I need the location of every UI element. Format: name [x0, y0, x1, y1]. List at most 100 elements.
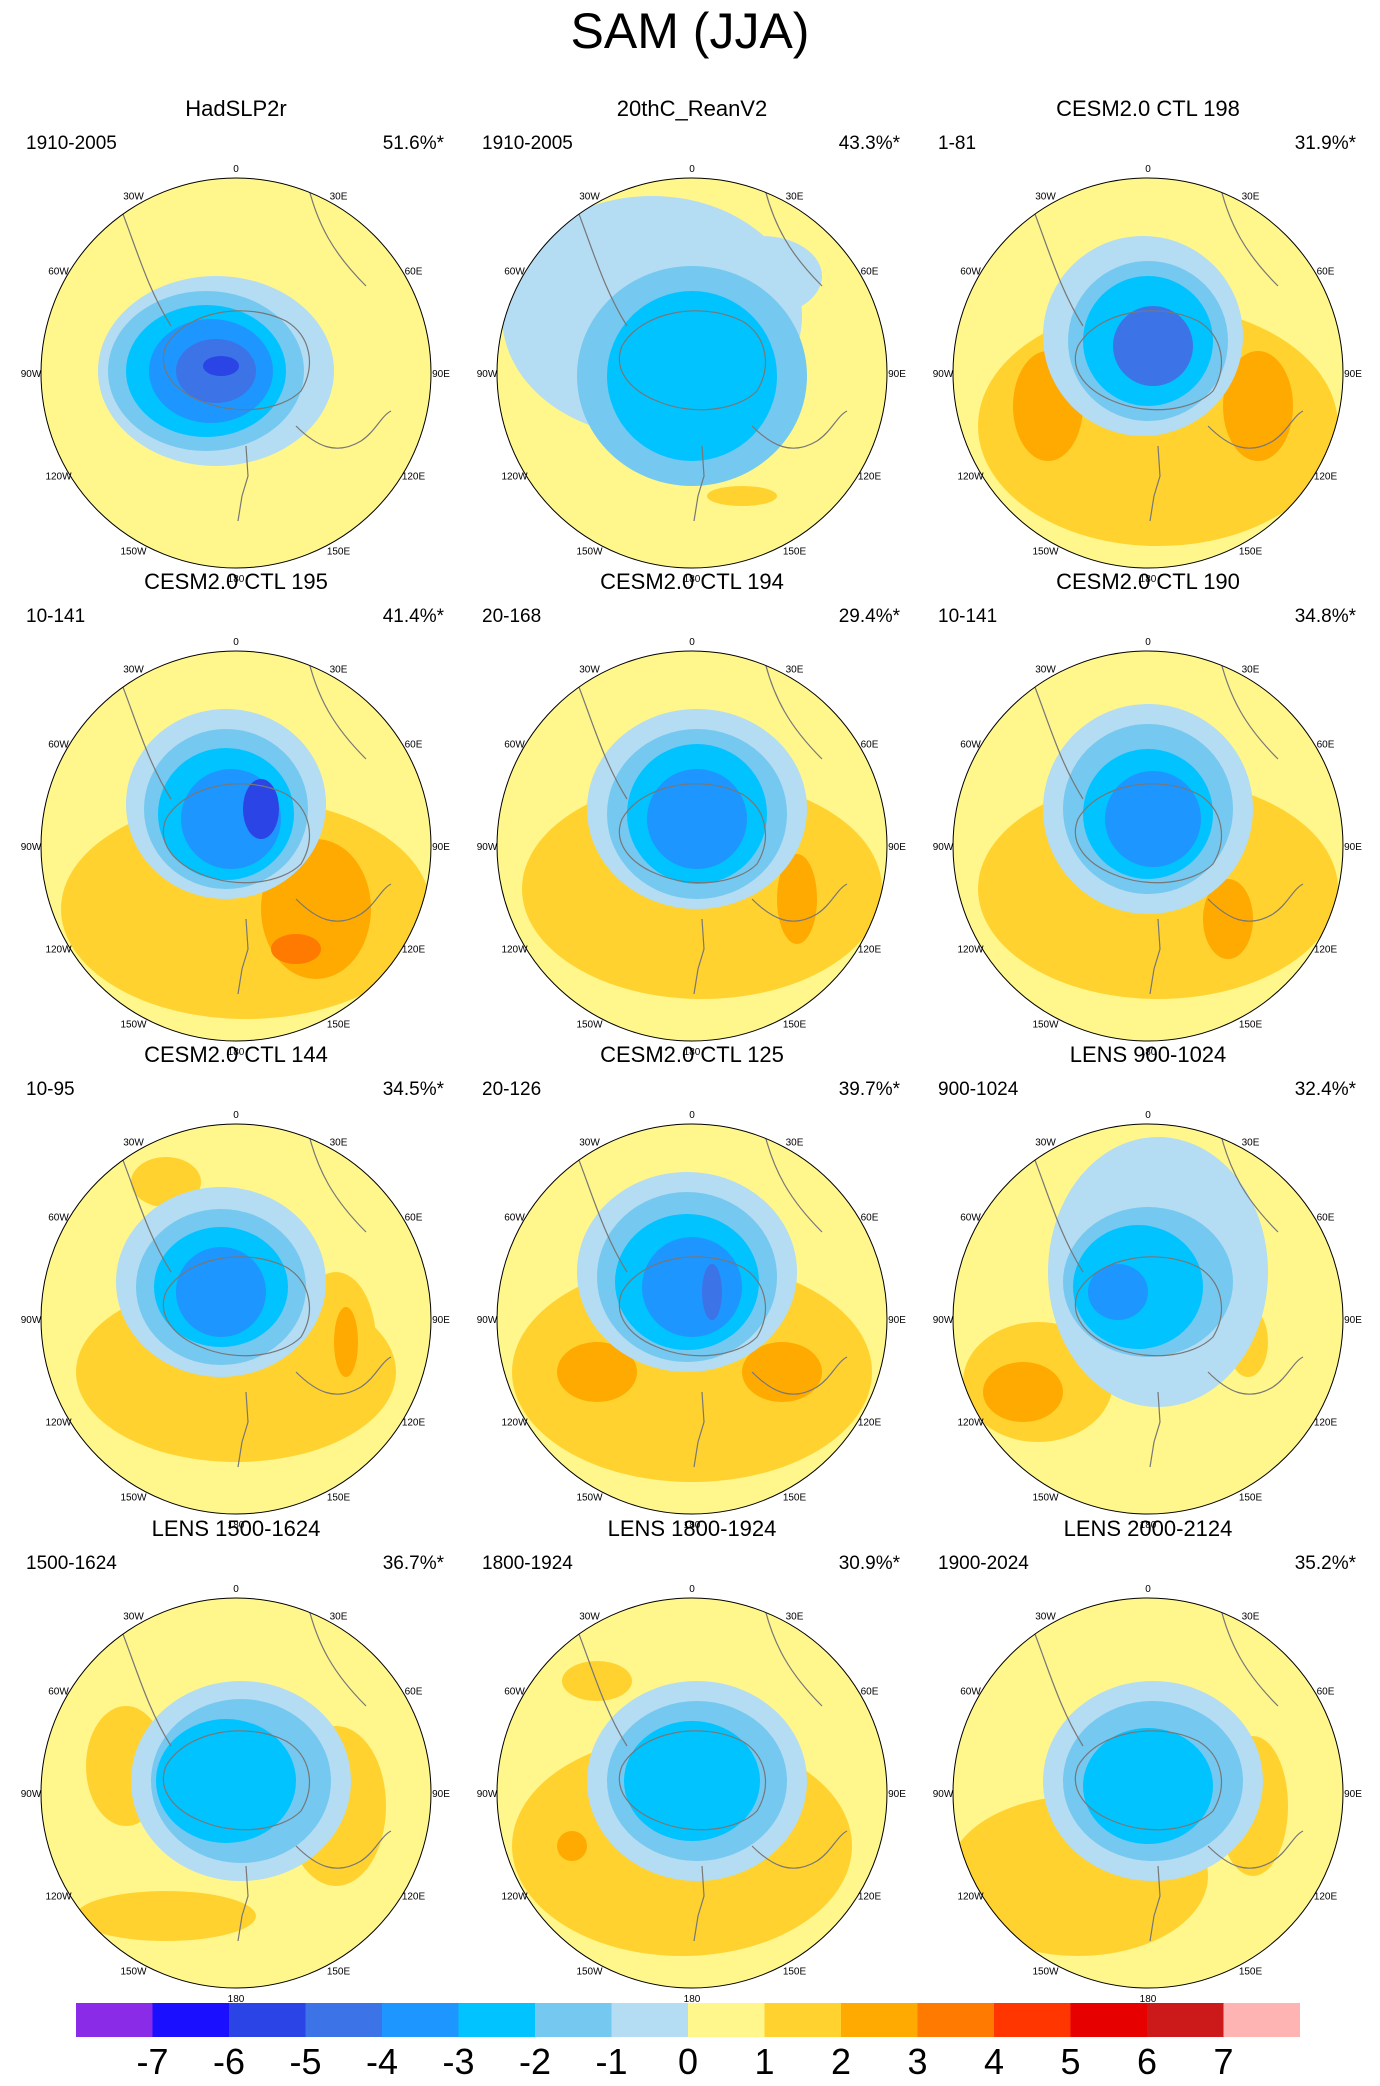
contour-region: [156, 1719, 296, 1843]
panel-years: 1500-1624: [26, 1553, 117, 1574]
map-panel: CESM2.0 CTL 144 10-95 34.5%* 0 30E 60E 90E 1…: [16, 1042, 456, 1531]
longitude-label: 30W: [1035, 1138, 1056, 1149]
map-border: [496, 1597, 888, 1989]
longitude-label: 120E: [858, 945, 882, 956]
longitude-label: 120E: [1314, 472, 1338, 483]
longitude-label: 150W: [576, 1020, 603, 1031]
coastline: [162, 783, 310, 884]
map-border: [952, 650, 1344, 1042]
coastline: [618, 1256, 766, 1357]
coastline: [751, 1356, 848, 1395]
longitude-label: 30E: [330, 1138, 348, 1149]
longitude-label: 180: [684, 1520, 701, 1531]
coastline: [618, 310, 766, 411]
panel-years: 1910-2005: [26, 133, 117, 154]
panel-years: 1-81: [938, 133, 977, 154]
longitude-label: 0: [1145, 164, 1151, 175]
longitude-label: 90E: [432, 1789, 450, 1800]
colorbar-segment: [917, 2003, 995, 2037]
panel-years: 900-1024: [938, 1079, 1019, 1100]
panel-years: 20-168: [482, 606, 542, 627]
longitude-label: 150W: [1032, 1493, 1059, 1504]
coastline: [1074, 783, 1222, 884]
colorbar-label: -7: [136, 2041, 169, 2082]
coastline: [295, 410, 392, 449]
panel-years: 1910-2005: [482, 133, 573, 154]
longitude-label: 150E: [783, 1493, 807, 1504]
longitude-label: 180: [228, 1994, 245, 2005]
panel-variance: 51.6%*: [382, 133, 444, 154]
coastline: [237, 1865, 249, 1942]
longitude-label: 180: [684, 1047, 701, 1058]
longitude-label: 120E: [1314, 945, 1338, 956]
colorbar-segment: [1223, 2003, 1300, 2037]
contour-region: [1113, 306, 1193, 386]
coastline: [751, 883, 848, 922]
map-panel: CESM2.0 CTL 194 20-168 29.4%* 0 30E 60E 90E…: [472, 569, 912, 1058]
longitude-label: 60W: [960, 1687, 981, 1698]
longitude-label: 60W: [48, 1687, 69, 1698]
longitude-label: 120W: [501, 1418, 528, 1429]
colorbar-label: -2: [518, 2041, 551, 2082]
longitude-label: 90E: [888, 369, 906, 380]
map-panel: LENS 1500-1624 1500-1624 36.7%* 0 30E 60E 9…: [16, 1516, 456, 2005]
longitude-label: 90W: [21, 1789, 42, 1800]
longitude-label: 90E: [888, 1315, 906, 1326]
panel-title: LENS 2000-2124: [1063, 1516, 1233, 1541]
panel-title: CESM2.0 CTL 144: [144, 1042, 328, 1067]
longitude-label: 30W: [579, 1612, 600, 1623]
map-border: [496, 1123, 888, 1515]
longitude-label: 90E: [888, 842, 906, 853]
contour-region: [334, 1307, 358, 1377]
panel-title: CESM2.0 CTL 198: [1056, 96, 1240, 121]
polar-map: 0 30E 60E 90E 120E 150E 180 150W 120W 90W 60W 30W: [477, 164, 907, 585]
longitude-label: 120E: [858, 1892, 882, 1903]
coastline: [1207, 410, 1304, 449]
panel-title: 20thC_ReanV2: [616, 96, 768, 121]
coastline: [295, 1830, 392, 1869]
longitude-label: 180: [1140, 1047, 1157, 1058]
longitude-label: 180: [228, 574, 245, 585]
panel-title: LENS 1500-1624: [151, 1516, 321, 1541]
panel-variance: 34.5%*: [382, 1079, 444, 1100]
longitude-label: 150W: [576, 547, 603, 558]
longitude-label: 90W: [477, 842, 498, 853]
longitude-label: 120W: [45, 945, 72, 956]
contour-region: [707, 486, 777, 506]
polar-map: 0 30E 60E 90E 120E 150E 180 150W 120W 90W 60W 30W: [21, 1584, 451, 2005]
longitude-label: 120W: [957, 945, 984, 956]
contour-region: [1223, 351, 1293, 461]
colorbar-segment: [382, 2003, 459, 2037]
longitude-label: 30E: [786, 665, 804, 676]
longitude-label: 90W: [477, 369, 498, 380]
panel-years: 1900-2024: [938, 1553, 1029, 1574]
polar-map: 0 30E 60E 90E 120E 150E 180 150W 120W 90W 60W 30W: [21, 1110, 451, 1531]
longitude-label: 30W: [579, 665, 600, 676]
longitude-label: 30W: [123, 1612, 144, 1623]
contour-region: [624, 1721, 760, 1841]
coastline: [693, 445, 705, 522]
coastline: [1149, 445, 1161, 522]
panel-variance: 39.7%*: [838, 1079, 900, 1100]
longitude-label: 90E: [432, 1315, 450, 1326]
map-border: [952, 1123, 1344, 1515]
colorbar-label: 0: [677, 2041, 699, 2082]
longitude-label: 90W: [933, 1315, 954, 1326]
contour-region: [777, 854, 817, 944]
coastline: [237, 445, 249, 522]
longitude-label: 60W: [504, 740, 525, 751]
longitude-label: 120E: [1314, 1892, 1338, 1903]
panel-title: CESM2.0 CTL 194: [600, 569, 784, 594]
contour-region: [742, 1342, 822, 1402]
coastline: [237, 918, 249, 995]
longitude-label: 90W: [933, 1789, 954, 1800]
longitude-label: 90W: [477, 1315, 498, 1326]
map-border: [952, 177, 1344, 569]
longitude-label: 0: [233, 1110, 239, 1121]
colorbar-label: -6: [212, 2041, 245, 2082]
colorbar-segment: [611, 2003, 689, 2037]
panel-title: HadSLP2r: [185, 96, 287, 121]
longitude-label: 150W: [120, 1967, 147, 1978]
colorbar-label: -3: [442, 2041, 475, 2082]
longitude-label: 120E: [402, 1892, 426, 1903]
